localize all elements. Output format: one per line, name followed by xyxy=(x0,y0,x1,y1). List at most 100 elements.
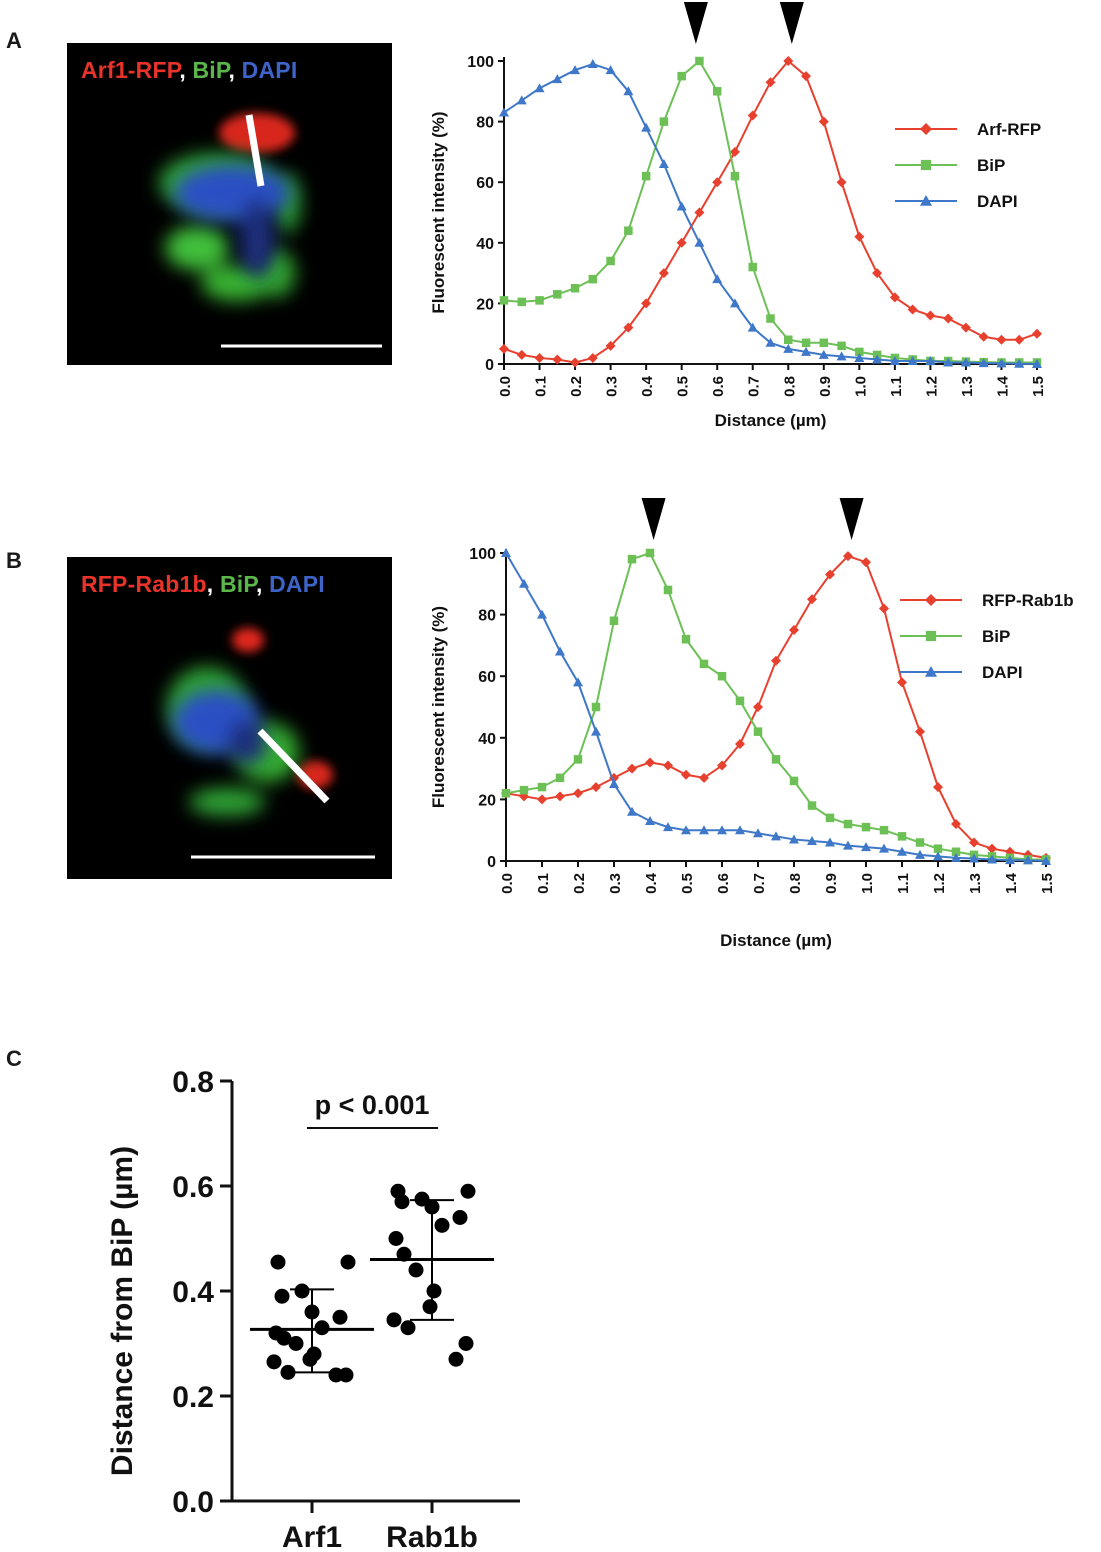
chart-a-point-dapi xyxy=(960,357,971,367)
chart-b-point-bip xyxy=(519,785,529,795)
label-b-part-2: , xyxy=(206,571,220,597)
chart-a-point-arf-rfp xyxy=(729,146,740,157)
chart-a-point-dapi xyxy=(783,343,794,353)
chart-c-point-arf1 xyxy=(340,1254,356,1270)
line-chart-a: 0 20 40 60 80 100 0.0 0.1 0.2 0.3 0.4 0.5 0.6 0.7 0.8 0… xyxy=(429,2,1047,430)
chart-b-point-dapi xyxy=(789,834,799,844)
chart-c-y-tick-label: 0.8 xyxy=(172,1066,214,1099)
chart-a-point-bip xyxy=(784,335,793,345)
chart-b-point-dapi xyxy=(879,843,889,853)
chart-a-x-tick-label: 0.3 xyxy=(604,376,621,397)
chart-a-point-dapi xyxy=(889,355,900,365)
chart-b-x-tick-label: 0.2 xyxy=(571,873,588,894)
chart-a-point-arf-rfp xyxy=(676,237,687,248)
chart-b-point-rfp-rab1b xyxy=(951,819,961,830)
chart-b-point-dapi xyxy=(987,854,997,864)
chart-b-series-line-dapi xyxy=(505,552,1047,862)
chart-a-point-dapi xyxy=(818,349,829,359)
chart-b-point-rfp-rab1b xyxy=(807,594,817,605)
chart-a-point-dapi xyxy=(836,351,847,361)
micrograph-a-image xyxy=(159,113,382,348)
chart-b-point-dapi xyxy=(861,842,871,852)
chart-a-point-bip xyxy=(766,314,775,323)
chart-b-point-bip xyxy=(735,696,745,706)
chart-b-point-rfp-rab1b xyxy=(573,788,583,799)
chart-a-x-tick-label: 0.2 xyxy=(568,376,585,397)
chart-c-point-arf1 xyxy=(276,1330,292,1346)
chart-a-point-arf-rfp xyxy=(1032,328,1042,339)
chart-a-legend-marker xyxy=(920,159,932,171)
chart-b-point-dapi xyxy=(771,831,781,841)
chart-a-point-bip xyxy=(855,347,864,357)
chart-c-point-arf1 xyxy=(302,1351,318,1367)
label-a-part-3: BiP xyxy=(192,57,229,83)
chart-a-point-bip xyxy=(712,87,722,96)
chart-b-peak-arrowhead xyxy=(641,498,666,540)
chart-a-point-dapi xyxy=(978,358,989,368)
chart-a-y-tick-label: 0 xyxy=(485,357,494,374)
chart-a-peak-arrowhead xyxy=(779,2,804,44)
chart-a-point-arf-rfp xyxy=(623,322,634,333)
chart-b-point-bip xyxy=(789,776,799,786)
chart-b-point-rfp-rab1b xyxy=(717,760,727,771)
chart-a-point-dapi xyxy=(996,358,1007,368)
chart-c-point-arf1 xyxy=(274,1288,290,1304)
chart-b-point-dapi xyxy=(969,853,979,863)
chart-a-point-dapi xyxy=(925,355,936,365)
chart-b-point-bip xyxy=(537,782,547,792)
chart-c-point-rab1b xyxy=(426,1283,442,1299)
chart-b-point-rfp-rab1b xyxy=(897,677,907,688)
chart-b-point-bip xyxy=(915,838,925,847)
chart-b-x-tick-label: 1.5 xyxy=(1039,873,1056,894)
chart-b-point-dapi xyxy=(537,609,547,619)
chart-a-x-tick-label: 0.6 xyxy=(710,376,727,397)
chart-b-legend-label: DAPI xyxy=(982,663,1023,682)
chart-a-x-tick-label: 0.0 xyxy=(497,376,514,397)
chart-a-point-dapi xyxy=(623,86,634,96)
label-a-part-1: Arf1-RFP xyxy=(81,57,180,83)
chart-a-point-dapi xyxy=(516,95,527,105)
chart-a-point-bip xyxy=(499,296,509,305)
chart-a-y-tick-label: 100 xyxy=(467,54,494,71)
chart-b-point-dapi xyxy=(1005,855,1015,865)
micrograph-a: Arf1-RFP, BiP, DAPI xyxy=(67,43,392,365)
chart-b-x-tick-label: 0.9 xyxy=(823,873,840,894)
chart-a-point-arf-rfp xyxy=(534,352,545,363)
chart-b-point-rfp-rab1b xyxy=(663,760,673,771)
chart-b-point-rfp-rab1b xyxy=(681,769,691,780)
chart-b-point-bip xyxy=(825,813,835,823)
chart-b-point-bip xyxy=(591,702,601,712)
chart-c-point-arf1 xyxy=(328,1367,344,1383)
chart-b-point-rfp-rab1b xyxy=(591,782,601,793)
chart-b-point-dapi xyxy=(951,852,961,862)
label-a-part-4: , xyxy=(228,57,242,83)
chart-b-point-rfp-rab1b xyxy=(735,738,745,749)
chart-a-point-bip xyxy=(517,297,527,307)
chart-a-legend-marker xyxy=(920,123,932,135)
chart-a-x-tick-label: 0.9 xyxy=(817,376,834,397)
chart-b-point-rfp-rab1b xyxy=(969,837,979,848)
chart-a-legend-label: DAPI xyxy=(977,192,1018,211)
chart-b-point-dapi xyxy=(1023,855,1033,865)
chart-b-point-dapi xyxy=(753,828,763,838)
chart-a-point-dapi xyxy=(570,65,581,75)
label-b-part-3: BiP xyxy=(219,571,256,597)
chart-c-point-rab1b xyxy=(460,1183,476,1199)
chart-a-point-arf-rfp xyxy=(570,357,581,368)
chart-a-point-dapi xyxy=(587,59,598,69)
chart-c-point-rab1b xyxy=(458,1336,474,1351)
chart-a-point-dapi xyxy=(854,352,865,362)
chart-b-point-bip xyxy=(717,671,727,681)
chart-b-point-dapi xyxy=(663,822,673,832)
micrograph-b-image xyxy=(167,628,375,859)
chart-b-legend-label: RFP-Rab1b xyxy=(982,591,1074,610)
chart-b-point-bip xyxy=(645,548,655,558)
chart-a-point-arf-rfp xyxy=(747,110,758,121)
scatter-chart-c: 0.0 0.2 0.4 0.6 0.8 Arf1 Rab1b Distance from Bi… xyxy=(106,1066,520,1552)
chart-b-point-dapi xyxy=(807,835,817,845)
chart-b-point-rfp-rab1b xyxy=(537,794,547,805)
chart-c-point-arf1 xyxy=(280,1364,296,1380)
chart-b-point-dapi xyxy=(915,849,925,859)
chart-b-point-bip xyxy=(627,554,637,564)
chart-c-y-tick-label: 0.4 xyxy=(172,1276,214,1309)
